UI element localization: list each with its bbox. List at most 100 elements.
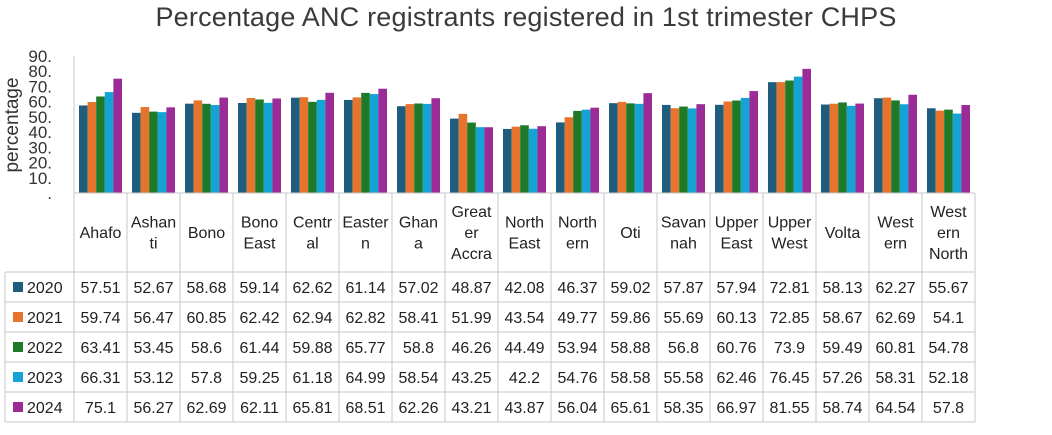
legend-label-2020: 2020 <box>27 280 63 297</box>
data-table-cell: 59.14 <box>239 280 279 297</box>
data-table-cell: 62.69 <box>875 310 915 327</box>
y-tick-label: 60. <box>28 93 52 112</box>
data-table-cell: 42.2 <box>509 370 540 387</box>
data-table-cell: 56.27 <box>133 400 173 417</box>
data-table-cell: 54.78 <box>928 340 968 357</box>
category-label: Great er Accra <box>451 204 492 263</box>
data-table-cell: 43.87 <box>504 400 544 417</box>
bar-2021-volta <box>829 103 839 193</box>
bar-2021-northeast <box>511 126 521 193</box>
category-label: Volta <box>825 225 861 242</box>
bar-2023-bono <box>210 105 220 193</box>
bar-2020-oti <box>609 103 618 193</box>
bar-2020-ashanti <box>132 112 141 193</box>
bar-2020-western <box>874 98 883 193</box>
data-table-cell: 59.86 <box>610 310 650 327</box>
bar-2022-volta <box>838 102 847 193</box>
data-table-cell: 59.74 <box>80 310 120 327</box>
category-label: Oti <box>620 225 640 242</box>
data-table-cell: 56.04 <box>557 400 597 417</box>
y-tick-label: 80. <box>28 62 52 81</box>
bar-2022-ahafo <box>96 96 105 193</box>
bar-2021-greateraccra <box>458 113 468 193</box>
data-table-cell: 54.76 <box>557 370 597 387</box>
bar-2020-central <box>291 97 300 193</box>
category-label: West ern <box>877 215 914 253</box>
legend-label-2024: 2024 <box>27 400 63 417</box>
data-table-cell: 65.81 <box>292 400 332 417</box>
bar-2024-oti <box>643 93 652 193</box>
legend-key-2020 <box>13 282 23 292</box>
bar-2020-ahafo <box>79 105 88 193</box>
bar-2022-ashanti <box>149 111 158 193</box>
legend-key-2021 <box>13 312 23 322</box>
bar-2022-westernnorth <box>944 109 953 193</box>
bar-2024-volta <box>855 103 864 193</box>
data-table-cell: 62.27 <box>875 280 915 297</box>
data-table-cell: 58.35 <box>663 400 703 417</box>
data-table-cell: 42.08 <box>504 280 544 297</box>
data-table-cell: 57.87 <box>663 280 703 297</box>
data-table-cell: 60.76 <box>716 340 756 357</box>
bar-2023-eastern <box>369 94 379 193</box>
bar-2021-uppereast <box>723 101 733 193</box>
bar-2023-northern <box>581 109 591 193</box>
data-table-cell: 54.1 <box>933 310 964 327</box>
bar-2020-westernnorth <box>927 108 936 193</box>
bar-2023-savannah <box>687 108 697 193</box>
data-table-cell: 58.68 <box>186 280 226 297</box>
y-tick-label: 10. <box>28 169 52 188</box>
data-table-cell: 55.69 <box>663 310 703 327</box>
bar-2024-uppereast <box>749 91 758 193</box>
data-table-cell: 66.31 <box>80 370 120 387</box>
data-table-cell: 81.55 <box>769 400 809 417</box>
bar-2021-northern <box>564 117 574 193</box>
chart-title: Percentage ANC registrants registered in… <box>155 2 897 32</box>
bar-2023-western <box>899 104 909 193</box>
data-table-cell: 62.42 <box>239 310 279 327</box>
bar-2023-ashanti <box>157 112 167 193</box>
bar-2023-bonoeast <box>263 102 273 193</box>
bar-2024-bonoeast <box>272 98 281 193</box>
data-table-cell: 62.94 <box>292 310 332 327</box>
data-table-cell: 65.77 <box>345 340 385 357</box>
bar-2020-greateraccra <box>450 118 459 193</box>
bar-2021-ghana <box>405 104 415 193</box>
bar-2021-oti <box>617 101 627 193</box>
bar-2024-western <box>908 94 917 193</box>
data-table-cell: 43.21 <box>451 400 491 417</box>
bar-2022-bonoeast <box>255 99 264 193</box>
y-tick-label: 40. <box>28 123 52 142</box>
category-label: Centr al <box>293 215 333 253</box>
data-table-cell: 62.69 <box>186 400 226 417</box>
y-tick-label: . <box>47 184 52 203</box>
data-table-cell: 60.81 <box>875 340 915 357</box>
bar-2024-greateraccra <box>484 127 493 193</box>
data-table-cell: 57.02 <box>398 280 438 297</box>
bar-2023-volta <box>846 105 856 193</box>
bar-2023-westernnorth <box>952 113 962 193</box>
bar-2023-oti <box>634 103 644 193</box>
legend-label-2021: 2021 <box>27 310 63 327</box>
data-table-cell: 46.26 <box>451 340 491 357</box>
data-table-cell: 66.97 <box>716 400 756 417</box>
data-table-cell: 44.49 <box>504 340 544 357</box>
category-label: Ghan a <box>399 215 438 253</box>
data-table-cell: 57.26 <box>822 370 862 387</box>
data-table-cell: 65.61 <box>610 400 650 417</box>
bar-2021-upperwest <box>776 82 786 193</box>
category-label: Ahafo <box>80 225 122 242</box>
data-table-cell: 58.41 <box>398 310 438 327</box>
data-table-cell: 52.18 <box>928 370 968 387</box>
data-table-cell: 61.44 <box>239 340 279 357</box>
bar-2022-savannah <box>679 106 688 193</box>
category-label: Upper West <box>768 215 812 253</box>
bar-2020-ghana <box>397 106 406 193</box>
bar-2024-savannah <box>696 104 705 193</box>
bar-2022-upperwest <box>785 80 794 193</box>
y-tick-label: 20. <box>28 154 52 173</box>
data-table-cell: 61.18 <box>292 370 332 387</box>
category-label: Ashan ti <box>131 215 176 253</box>
bar-2021-eastern <box>352 97 362 193</box>
